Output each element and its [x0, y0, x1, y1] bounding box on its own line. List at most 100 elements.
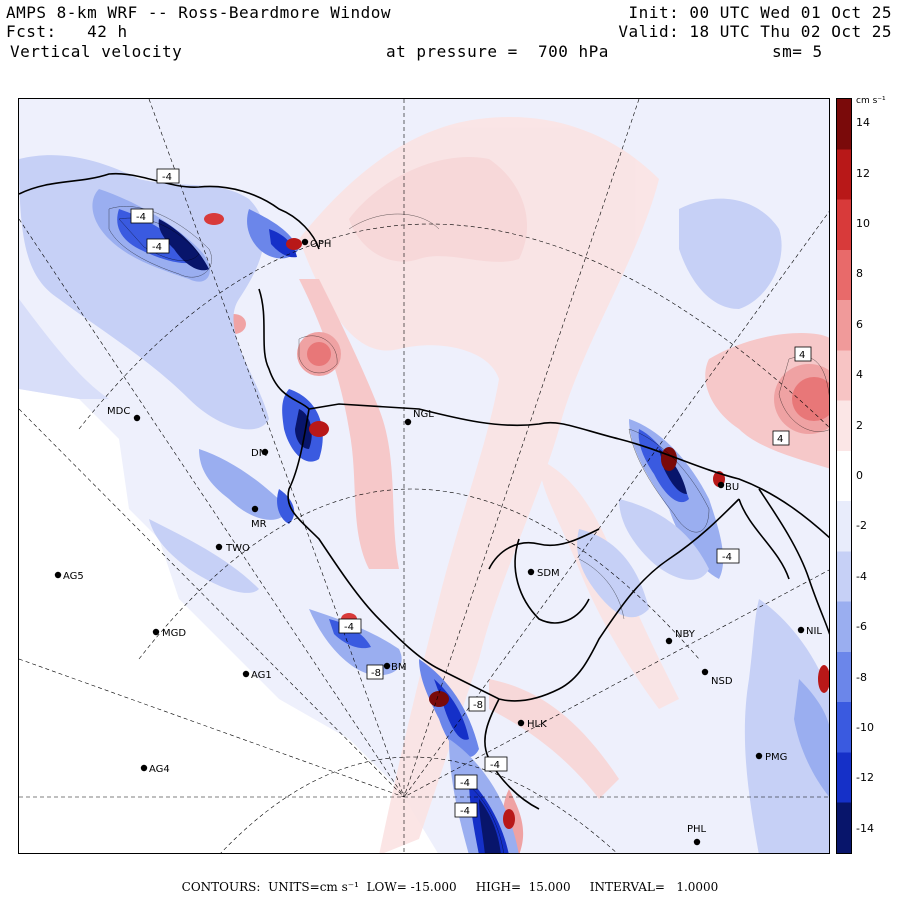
graticule: [19, 99, 829, 853]
station-pmg: PMG: [755, 752, 787, 763]
contour-label: -4: [338, 618, 362, 634]
colorbar-tick: -2: [856, 519, 867, 533]
contour-label: 4: [772, 430, 790, 446]
station-mdc: MDC: [107, 406, 141, 422]
contour-label: -4: [156, 168, 180, 184]
station-hlk: HLK: [517, 719, 547, 730]
svg-text:OPH: OPH: [310, 239, 331, 250]
svg-text:MDC: MDC: [107, 406, 130, 417]
colorbar-tick: -4: [856, 569, 867, 583]
colorbar-tick: 10: [856, 217, 870, 230]
colorbar-tick: -8: [856, 670, 867, 684]
downward-motion-areas: [19, 155, 829, 853]
svg-text:AG5: AG5: [63, 571, 84, 582]
svg-text:MR: MR: [251, 519, 267, 530]
svg-text:-4: -4: [136, 212, 146, 223]
contour-high: HIGH= 15.000: [475, 880, 571, 894]
contour-units: UNITS=cm s⁻¹: [268, 880, 359, 894]
contour-low: LOW= -15.000: [366, 880, 457, 894]
vertical-velocity-map: -4 -4 -4 4 4 -4 -4 -4 -4 -8 -8 -4 OPH NG…: [18, 98, 830, 854]
contour-label: -4: [146, 238, 170, 254]
colorbar-tick: 4: [856, 368, 863, 382]
svg-text:-4: -4: [152, 242, 162, 253]
field-name: Vertical velocity: [10, 42, 183, 61]
colorbar: [836, 98, 852, 854]
svg-text:-4: -4: [490, 760, 500, 771]
colorbar-tick: -10: [856, 721, 874, 734]
svg-text:PMG: PMG: [765, 752, 787, 763]
contour-value-labels: -4 -4 -4 4 4 -4 -4 -4 -4 -8 -8 -4: [130, 168, 812, 818]
colorbar-tick: -12: [856, 771, 874, 785]
svg-text:AG1: AG1: [251, 670, 272, 681]
colorbar-units: cm s⁻¹: [856, 96, 886, 106]
station-ag4: AG4: [140, 764, 170, 775]
station-sdm: SDM: [527, 568, 560, 579]
svg-text:DM: DM: [251, 448, 267, 459]
station-nby: NBY: [665, 629, 696, 645]
svg-text:-4: -4: [460, 806, 470, 817]
contour-label: -4: [454, 774, 478, 790]
svg-text:NBY: NBY: [675, 629, 696, 640]
station-bu: BU: [717, 481, 739, 493]
colorbar-tick: 0: [856, 469, 863, 482]
svg-text:4: 4: [777, 434, 783, 445]
smoothing: sm= 5: [772, 42, 823, 61]
svg-text:-8: -8: [371, 668, 381, 679]
pressure-level: at pressure = 700 hPa: [386, 42, 609, 61]
strong-cores: [204, 213, 829, 829]
station-mgd: MGD: [152, 628, 186, 639]
contour-label: -4: [130, 208, 154, 224]
svg-text:TWO: TWO: [225, 543, 250, 554]
init-time: Init: 00 UTC Wed 01 Oct 25: [628, 3, 892, 22]
colorbar-tick: -6: [856, 620, 867, 634]
colorbar-tick: -14: [856, 821, 874, 835]
svg-text:-4: -4: [344, 622, 354, 633]
station-two: TWO: [215, 543, 250, 554]
svg-text:BM: BM: [391, 662, 407, 673]
upward-motion-areas: [222, 117, 829, 853]
station-oph: OPH: [301, 238, 331, 250]
station-bm: BM: [383, 662, 407, 673]
svg-text:-4: -4: [460, 778, 470, 789]
svg-text:-4: -4: [722, 552, 732, 563]
svg-text:-8: -8: [473, 700, 483, 711]
svg-text:PHL: PHL: [687, 824, 707, 835]
svg-text:HLK: HLK: [527, 719, 547, 730]
contour-label: -4: [454, 802, 478, 818]
no-data-region: [19, 389, 438, 853]
valid-time: Valid: 18 UTC Thu 02 Oct 25: [618, 22, 892, 41]
station-nsd: NSD: [701, 668, 733, 687]
station-dm: DM: [251, 448, 269, 459]
station-nil: NIL: [797, 626, 822, 637]
colorbar-tick: 8: [856, 267, 863, 281]
colorbar-tick: 2: [856, 418, 863, 432]
svg-text:AG4: AG4: [149, 764, 170, 775]
contour-interval: INTERVAL= 1.0000: [589, 880, 719, 894]
svg-text:4: 4: [799, 350, 805, 361]
contour-label: -4: [716, 548, 740, 564]
svg-text:NGL: NGL: [413, 409, 434, 420]
contour-label: -4: [484, 756, 508, 772]
contour-label: -8: [366, 664, 384, 680]
map-title: AMPS 8-km WRF -- Ross-Beardmore Window: [6, 3, 392, 22]
station-ngl: NGL: [404, 409, 434, 426]
contour-info: CONTOURS: UNITS=cm s⁻¹ LOW= -15.000 HIGH…: [0, 880, 900, 894]
station-ag1: AG1: [242, 670, 272, 681]
colorbar-tick: 12: [856, 166, 870, 180]
contour-label: -8: [468, 696, 486, 712]
colorbar-tick: 14: [856, 116, 870, 130]
svg-text:NSD: NSD: [711, 676, 733, 687]
stations: OPH NGL MDC DM MR TWO AG5 SDM MGD AG1 BM…: [54, 238, 822, 846]
station-phl: PHL: [687, 824, 707, 846]
contour-label: 4: [794, 346, 812, 362]
forecast-hour: Fcst: 42 h: [6, 22, 128, 41]
station-ag5: AG5: [54, 571, 84, 582]
contours-label: CONTOURS:: [181, 880, 261, 894]
station-mr: MR: [251, 505, 267, 530]
colorbar-tick: 6: [856, 317, 863, 331]
svg-text:BU: BU: [725, 482, 739, 493]
svg-text:SDM: SDM: [537, 568, 560, 579]
svg-text:MGD: MGD: [162, 628, 186, 639]
svg-text:NIL: NIL: [806, 626, 822, 637]
svg-text:-4: -4: [162, 172, 172, 183]
